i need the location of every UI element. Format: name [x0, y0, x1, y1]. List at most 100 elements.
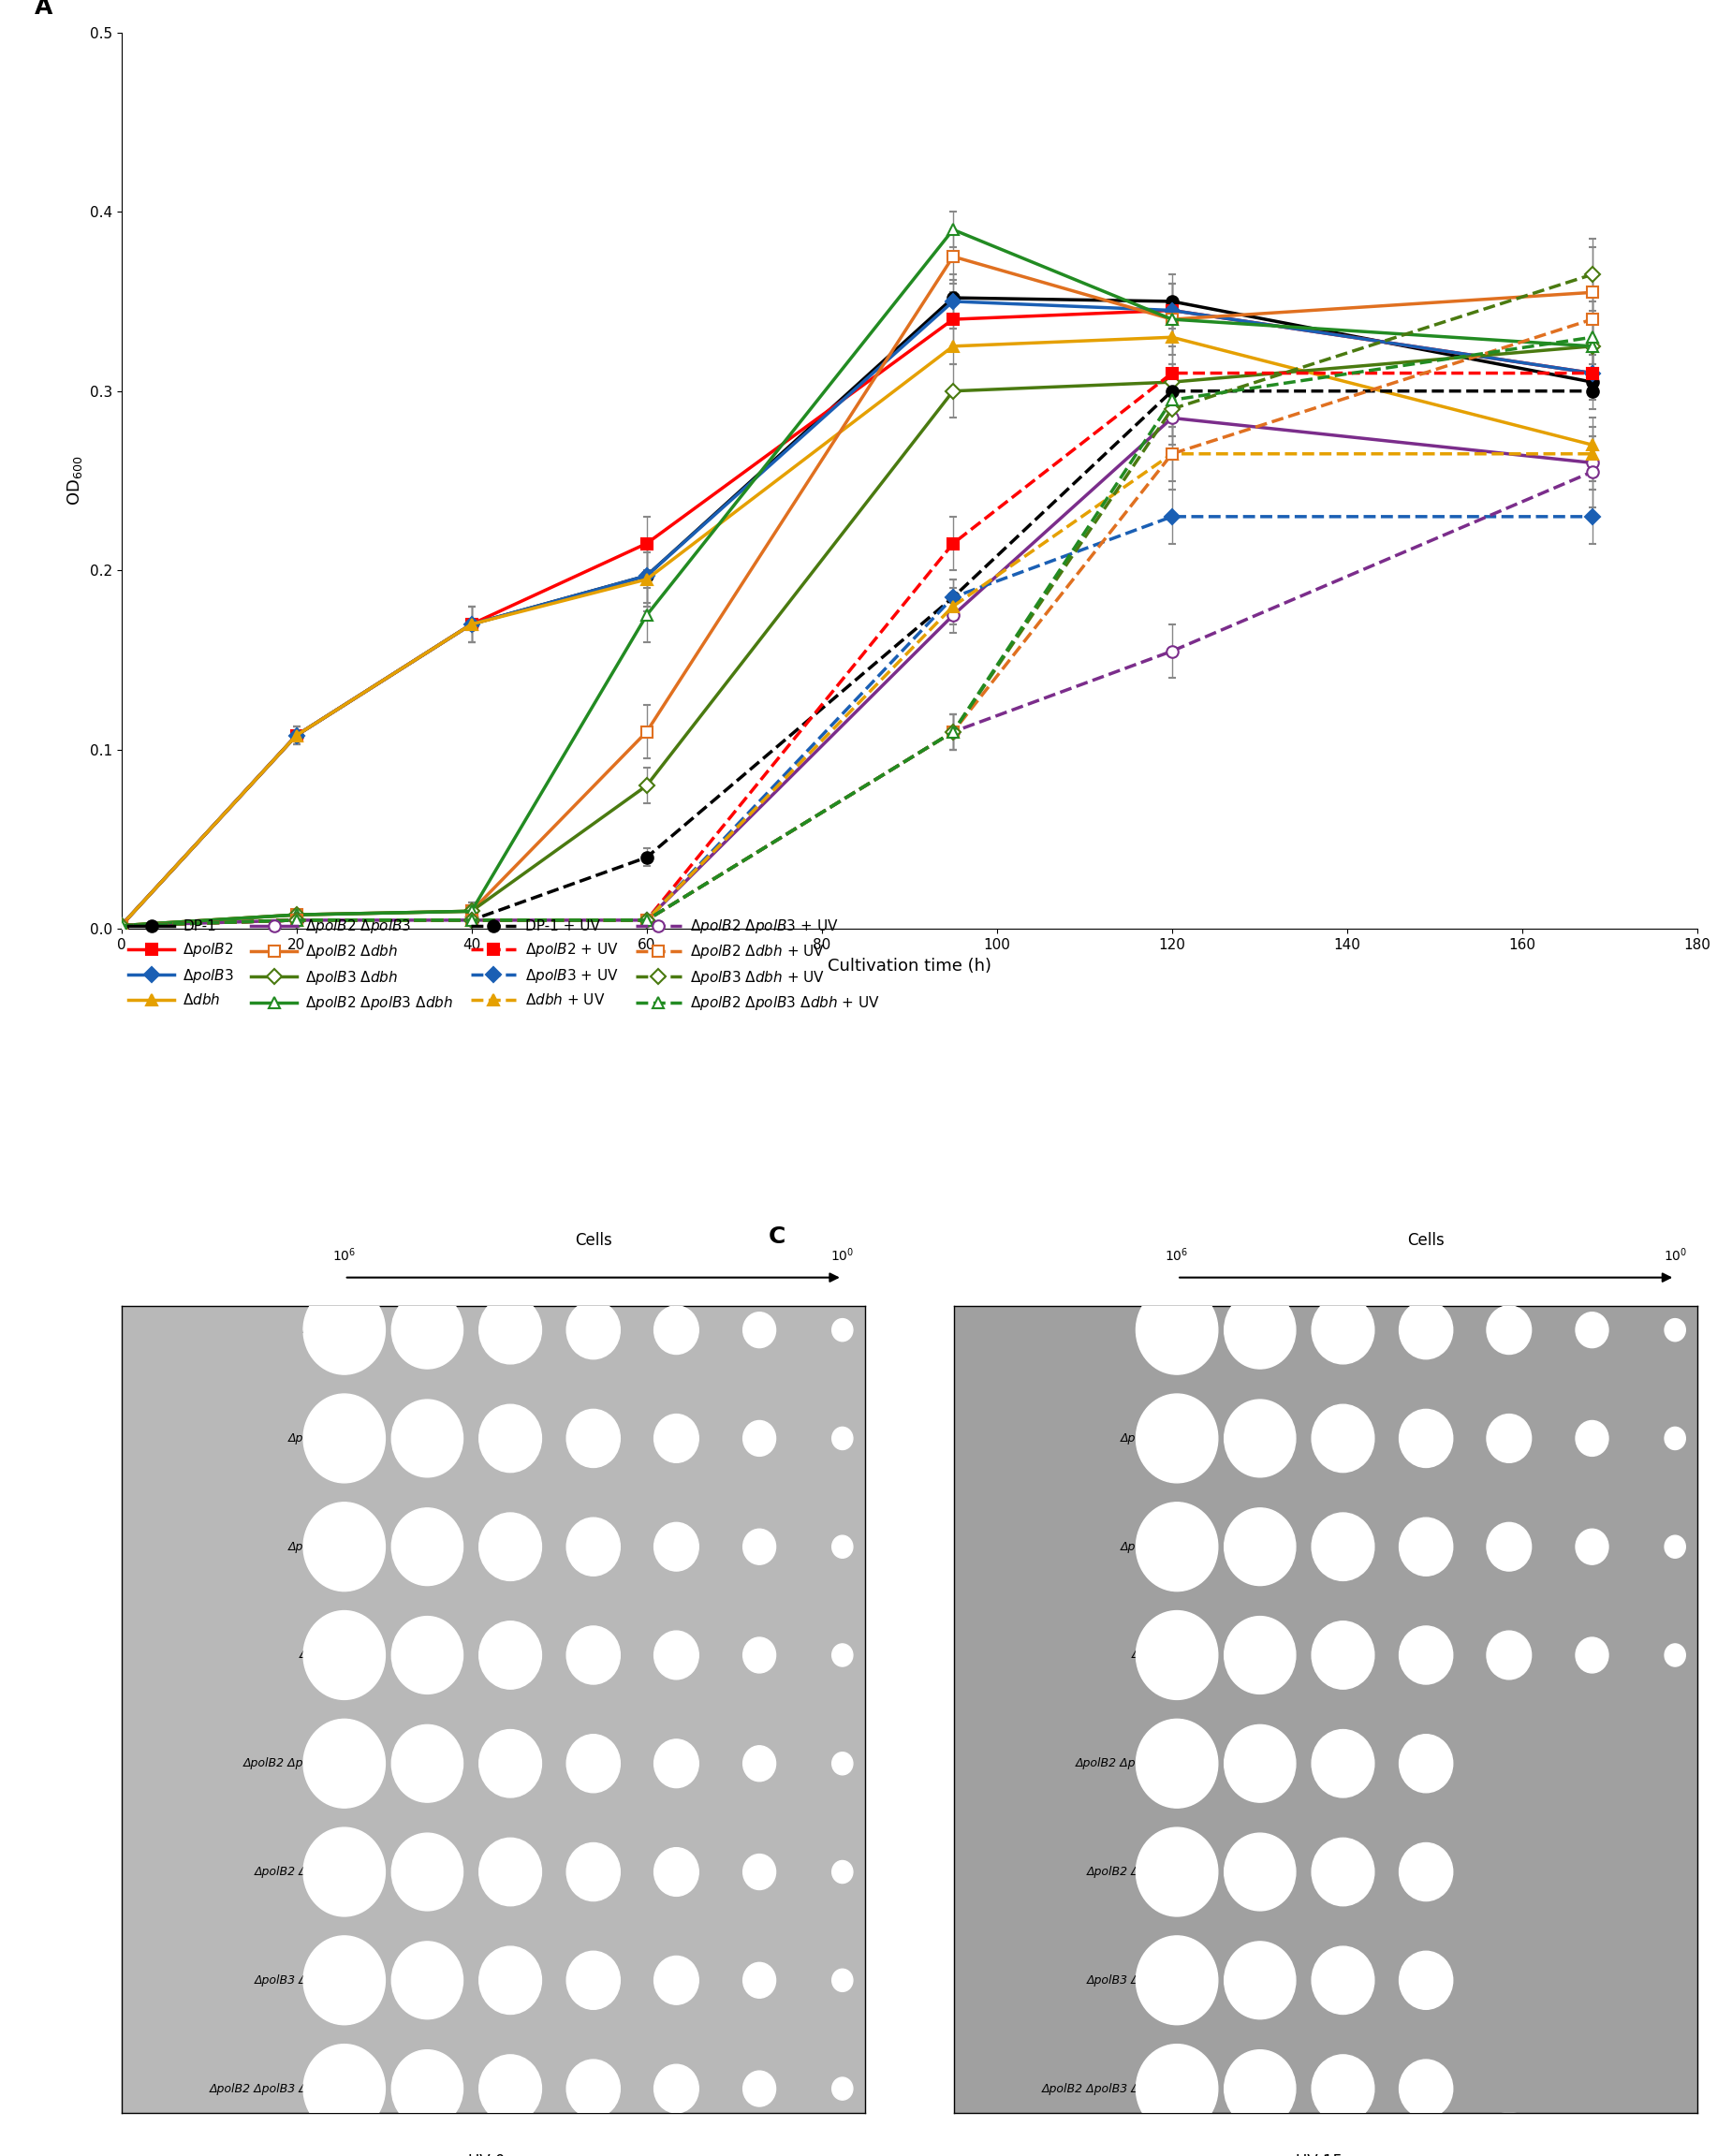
Circle shape: [743, 1421, 776, 1455]
Text: Cells: Cells: [1408, 1233, 1444, 1248]
Circle shape: [1576, 1421, 1609, 1455]
Circle shape: [1486, 1414, 1531, 1462]
Circle shape: [831, 1753, 852, 1774]
Circle shape: [1311, 1404, 1373, 1473]
Circle shape: [1399, 1300, 1453, 1358]
Circle shape: [480, 1839, 542, 1906]
Circle shape: [480, 1296, 542, 1365]
Circle shape: [480, 1621, 542, 1688]
Circle shape: [1664, 1319, 1685, 1341]
Circle shape: [1486, 1522, 1531, 1572]
Circle shape: [1311, 1296, 1373, 1365]
Circle shape: [1486, 1307, 1531, 1354]
Circle shape: [1311, 1839, 1373, 1906]
Circle shape: [1136, 1936, 1218, 2024]
Text: $10^0$: $10^0$: [831, 1246, 854, 1263]
Circle shape: [1225, 1399, 1296, 1477]
Circle shape: [831, 1535, 852, 1559]
Text: A: A: [35, 0, 52, 19]
Circle shape: [1399, 1626, 1453, 1684]
Text: UV 15 s: UV 15 s: [1296, 2154, 1356, 2156]
Circle shape: [303, 1828, 385, 1917]
Circle shape: [831, 1861, 852, 1882]
Circle shape: [1486, 1848, 1531, 1895]
Circle shape: [1664, 1861, 1685, 1882]
Circle shape: [1399, 2059, 1453, 2117]
Circle shape: [566, 1626, 620, 1684]
Circle shape: [655, 2065, 698, 2113]
Circle shape: [1486, 1740, 1531, 1787]
Circle shape: [1664, 1753, 1685, 1774]
Circle shape: [1399, 1951, 1453, 2009]
Text: ΔpolB2 ΔpolB3 Δdbh: ΔpolB2 ΔpolB3 Δdbh: [210, 2083, 329, 2096]
Circle shape: [391, 1507, 462, 1585]
Circle shape: [1311, 1621, 1373, 1688]
Circle shape: [391, 1617, 462, 1695]
Text: ΔpolB3 Δdbh: ΔpolB3 Δdbh: [1088, 1975, 1162, 1986]
Circle shape: [831, 1643, 852, 1667]
Circle shape: [1136, 1395, 1218, 1483]
Text: DP-1: DP-1: [303, 1324, 329, 1337]
Circle shape: [303, 1503, 385, 1591]
Circle shape: [1225, 1725, 1296, 1802]
X-axis label: Cultivation time (h): Cultivation time (h): [828, 957, 991, 975]
Circle shape: [1311, 1947, 1373, 2014]
Circle shape: [391, 2050, 462, 2128]
Circle shape: [831, 1319, 852, 1341]
Circle shape: [303, 1718, 385, 1809]
Circle shape: [1311, 1514, 1373, 1580]
Circle shape: [655, 1848, 698, 1895]
Circle shape: [480, 1729, 542, 1798]
Circle shape: [566, 2059, 620, 2117]
Text: ΔpolB2 ΔpolB3 Δdbh: ΔpolB2 ΔpolB3 Δdbh: [1043, 2083, 1162, 2096]
Circle shape: [303, 1611, 385, 1699]
Circle shape: [566, 1733, 620, 1792]
Circle shape: [1664, 1427, 1685, 1449]
Text: ΔpolB2: ΔpolB2: [1121, 1432, 1162, 1445]
Circle shape: [566, 1843, 620, 1902]
Circle shape: [1399, 1410, 1453, 1468]
Circle shape: [1225, 2050, 1296, 2128]
Circle shape: [391, 1943, 462, 2018]
Circle shape: [655, 1522, 698, 1572]
Circle shape: [1311, 1729, 1373, 1798]
Text: ΔpolB2 ΔpolB3: ΔpolB2 ΔpolB3: [1076, 1757, 1162, 1770]
Text: ΔpolB3: ΔpolB3: [1121, 1542, 1162, 1552]
Circle shape: [1136, 1611, 1218, 1699]
Circle shape: [655, 1955, 698, 2005]
Y-axis label: OD$_{600}$: OD$_{600}$: [66, 455, 85, 507]
Circle shape: [1399, 1518, 1453, 1576]
Circle shape: [1225, 1507, 1296, 1585]
Circle shape: [480, 1514, 542, 1580]
Circle shape: [831, 1968, 852, 1992]
Circle shape: [1225, 1291, 1296, 1369]
Circle shape: [743, 1636, 776, 1673]
Circle shape: [743, 2072, 776, 2106]
Circle shape: [391, 1725, 462, 1802]
Circle shape: [303, 1936, 385, 2024]
Text: Cells: Cells: [575, 1233, 611, 1248]
Circle shape: [303, 2044, 385, 2132]
Circle shape: [566, 1951, 620, 2009]
Circle shape: [1664, 1968, 1685, 1992]
Circle shape: [1311, 2055, 1373, 2122]
Circle shape: [1136, 1503, 1218, 1591]
Text: Δdbh: Δdbh: [300, 1649, 329, 1662]
Text: ΔpolB2 ΔpolB3: ΔpolB2 ΔpolB3: [242, 1757, 329, 1770]
Circle shape: [1576, 1746, 1609, 1781]
Circle shape: [1664, 1643, 1685, 1667]
Circle shape: [743, 1962, 776, 1999]
Text: $10^0$: $10^0$: [1663, 1246, 1687, 1263]
Text: C: C: [767, 1225, 785, 1248]
Circle shape: [743, 1854, 776, 1889]
Circle shape: [566, 1518, 620, 1576]
Circle shape: [831, 1427, 852, 1449]
Circle shape: [1576, 1854, 1609, 1889]
Circle shape: [303, 1395, 385, 1483]
Circle shape: [655, 1630, 698, 1680]
Circle shape: [1576, 2072, 1609, 2106]
Circle shape: [480, 1947, 542, 2014]
Text: DP-1: DP-1: [1134, 1324, 1162, 1337]
Circle shape: [655, 1307, 698, 1354]
Circle shape: [1486, 1955, 1531, 2005]
